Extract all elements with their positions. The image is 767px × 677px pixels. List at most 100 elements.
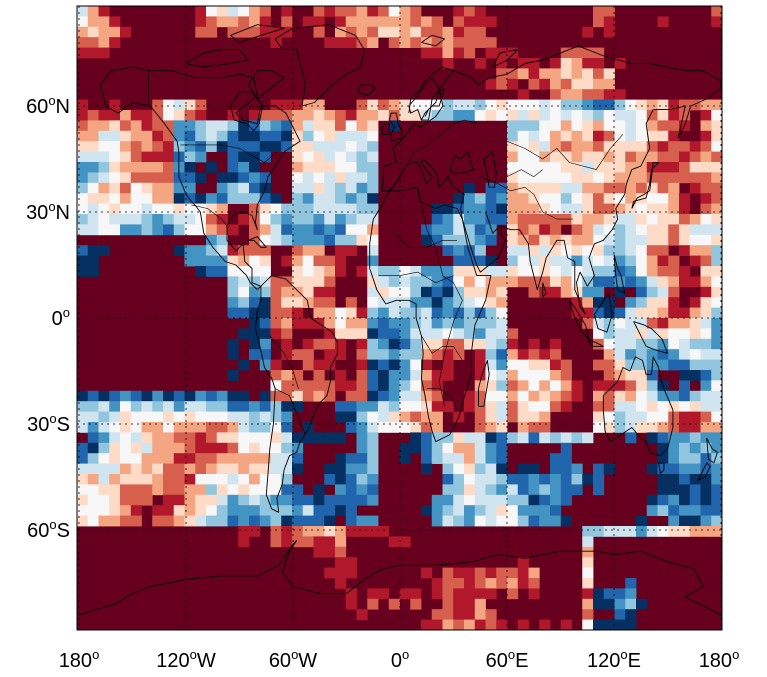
map-cell <box>442 370 454 381</box>
map-cell <box>668 182 680 194</box>
map-cell <box>367 16 379 28</box>
border-path <box>390 229 458 248</box>
map-cell <box>711 141 722 152</box>
map-cell <box>345 567 357 579</box>
map-cell <box>109 110 121 121</box>
map-cell <box>507 141 519 152</box>
map-cell <box>421 567 433 579</box>
map-cell <box>700 318 712 329</box>
map-cell <box>281 214 293 225</box>
map-cell <box>539 286 551 298</box>
map-cell <box>98 432 110 444</box>
map-cell <box>227 494 239 506</box>
map-cell <box>163 151 175 163</box>
map-cell <box>378 276 390 288</box>
map-cell <box>345 526 357 537</box>
map-cell <box>560 99 572 111</box>
map-cell <box>625 203 637 215</box>
map-cell <box>345 297 357 308</box>
map-cell <box>496 58 508 69</box>
map-cell <box>507 68 519 80</box>
map-cell <box>313 370 325 381</box>
map-cell <box>442 297 454 308</box>
map-cell <box>517 266 529 277</box>
map-cell <box>571 78 583 90</box>
map-cell <box>152 453 164 464</box>
longitude-tick-label: 120oE <box>587 647 641 672</box>
map-cell <box>184 203 196 215</box>
map-cell <box>356 214 368 225</box>
map-cell <box>302 182 314 194</box>
map-cell <box>636 193 648 204</box>
map-cell <box>77 130 89 142</box>
map-cell <box>302 214 314 225</box>
map-cell <box>227 255 239 267</box>
map-cell <box>636 255 648 267</box>
map-cell <box>625 401 637 412</box>
map-cell <box>485 401 497 412</box>
map-cell <box>292 99 304 111</box>
map-cell <box>259 432 271 444</box>
map-cell <box>367 401 379 412</box>
map-cell <box>496 484 508 496</box>
map-cell <box>98 26 110 38</box>
map-cell <box>431 349 443 360</box>
map-cell <box>464 505 476 516</box>
map-cell <box>711 276 722 288</box>
map-cell <box>582 26 594 38</box>
map-cell <box>173 245 185 256</box>
map-cell <box>625 214 637 225</box>
map-cell <box>163 515 175 527</box>
map-cell <box>614 172 626 184</box>
map-cell <box>77 120 89 132</box>
map-cell <box>539 193 551 204</box>
map-cell <box>453 224 465 236</box>
coastline-path <box>408 66 454 114</box>
map-cell <box>356 6 368 17</box>
map-cell <box>292 390 304 402</box>
map-cell <box>292 193 304 204</box>
map-cell <box>421 422 433 433</box>
map-cell <box>302 380 314 392</box>
map-cell <box>367 307 379 319</box>
map-cell <box>464 245 476 256</box>
map-cell <box>700 370 712 381</box>
map-cell <box>141 182 153 194</box>
map-cell <box>571 193 583 204</box>
map-cell <box>216 141 228 152</box>
map-cell <box>442 47 454 59</box>
map-cell <box>292 120 304 132</box>
map-cell <box>195 110 207 121</box>
map-cell <box>550 266 562 277</box>
map-cell <box>485 515 497 527</box>
map-cell <box>281 422 293 433</box>
map-cell <box>464 442 476 454</box>
map-cell <box>603 349 615 360</box>
map-cell <box>120 110 132 121</box>
map-cell <box>367 349 379 360</box>
map-cell <box>603 130 615 142</box>
map-cell <box>593 380 605 392</box>
map-cell <box>517 567 529 579</box>
map-cell <box>668 193 680 204</box>
map-cell <box>335 401 347 412</box>
map-cell <box>313 380 325 392</box>
map-cell <box>227 307 239 319</box>
map-cell <box>668 526 680 537</box>
map-cell <box>539 255 551 267</box>
map-cell <box>614 390 626 402</box>
map-cell <box>249 432 261 444</box>
map-cell <box>270 515 282 527</box>
map-cell <box>496 505 508 516</box>
map-cell <box>431 411 443 423</box>
map-cell <box>184 245 196 256</box>
map-cell <box>324 182 336 194</box>
map-cell <box>614 193 626 204</box>
map-cell <box>130 422 142 433</box>
map-cell <box>206 162 218 173</box>
map-cell <box>206 484 218 496</box>
map-cell <box>453 26 465 38</box>
map-cell <box>431 16 443 28</box>
map-cell <box>700 463 712 475</box>
map-cell <box>657 234 669 246</box>
